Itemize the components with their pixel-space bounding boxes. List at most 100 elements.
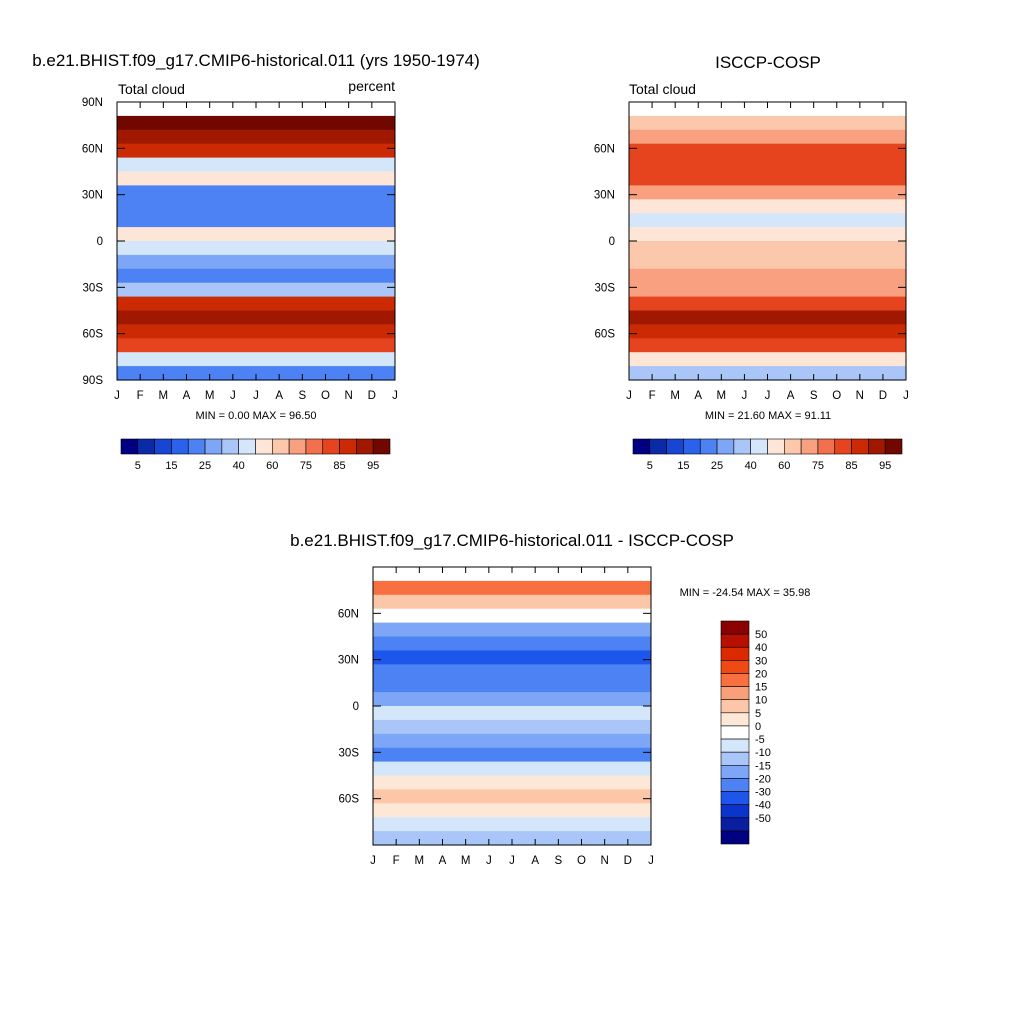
x-tick-label: J	[626, 390, 632, 402]
panel2-field	[629, 115, 906, 381]
field-band	[373, 664, 651, 679]
colorbar-box	[884, 438, 903, 455]
colorbar-box	[733, 438, 751, 455]
panel1-field	[117, 115, 395, 381]
x-tick-label: F	[649, 390, 656, 402]
colorbar-box	[720, 791, 750, 805]
colorbar-label: 5	[135, 460, 141, 472]
field-band	[117, 352, 395, 367]
field-band	[629, 296, 906, 312]
panel1-right-label: percent	[348, 78, 395, 94]
field-band	[117, 338, 395, 353]
field-band	[629, 129, 906, 145]
colorbar-label: 40	[745, 460, 757, 472]
panel3-field	[373, 580, 651, 846]
x-tick-label: J	[486, 855, 492, 867]
panel2-ticks: J F M A M J J A S O N D J 60N 30N 0 30S 60S	[594, 102, 909, 402]
colorbar-box	[221, 438, 239, 455]
colorbar-label: 15	[165, 460, 177, 472]
colorbar-label: 15	[677, 460, 689, 472]
panel2-colorbar: 5 15 25 40 60 75 85 95	[632, 438, 903, 472]
field-band	[629, 115, 906, 131]
colorbar-box	[137, 438, 155, 455]
field-band	[117, 199, 395, 214]
x-tick-label: J	[765, 390, 771, 402]
panel1-stats: MIN = 0.00 MAX = 96.50	[195, 410, 316, 422]
x-tick-label: M	[415, 855, 425, 867]
panel2-left-label: Total cloud	[629, 81, 696, 97]
colorbar-box	[720, 712, 750, 727]
colorbar-label: 5	[755, 708, 761, 720]
colorbar-box	[720, 633, 750, 648]
field-band	[629, 254, 906, 270]
panel2-title: ISCCP-COSP	[715, 53, 821, 72]
x-tick-label: O	[321, 390, 330, 402]
x-tick-label: F	[137, 390, 144, 402]
field-band	[629, 241, 906, 256]
colorbar-label: -20	[755, 773, 771, 785]
field-band	[117, 268, 395, 284]
y-tick-label: 30S	[83, 282, 104, 294]
x-tick-label: S	[554, 855, 562, 867]
y-tick-label: 90N	[82, 97, 103, 109]
x-tick-label: M	[461, 855, 471, 867]
y-tick-label: 0	[609, 236, 615, 248]
x-tick-label: A	[531, 855, 539, 867]
colorbar-box	[851, 438, 869, 455]
field-band	[629, 352, 906, 367]
colorbar-box	[204, 438, 223, 455]
x-tick-label: A	[183, 390, 191, 402]
colorbar-box	[255, 438, 273, 455]
colorbar-box	[720, 725, 750, 740]
x-tick-label: J	[253, 390, 259, 402]
field-band	[117, 227, 395, 242]
field-band	[373, 580, 651, 596]
field-band	[373, 608, 651, 624]
field-band	[117, 171, 395, 186]
field-band	[373, 594, 651, 610]
x-tick-label: N	[856, 390, 864, 402]
colorbar-box	[784, 438, 802, 455]
colorbar-box	[288, 438, 307, 455]
x-tick-label: M	[717, 390, 727, 402]
colorbar-box	[272, 438, 290, 455]
x-tick-label: F	[393, 855, 400, 867]
field-band	[629, 268, 906, 284]
field-band	[117, 324, 395, 339]
panel2-stats: MIN = 21.60 MAX = 91.11	[705, 410, 831, 422]
colorbar-box	[720, 778, 750, 792]
colorbar-label: 25	[711, 460, 723, 472]
field-band	[117, 157, 395, 173]
y-tick-label: 60S	[83, 329, 104, 341]
y-tick-label: 0	[353, 701, 359, 713]
field-band	[629, 338, 906, 353]
x-tick-label: J	[230, 390, 236, 402]
y-tick-label: 60N	[338, 608, 359, 620]
x-tick-label: J	[370, 855, 376, 867]
y-tick-label: 60N	[594, 143, 615, 155]
colorbar-label: 75	[812, 460, 824, 472]
y-tick-label: 90S	[83, 375, 104, 387]
panel1-ticks: J F M A M J J A S O N D J 90N 60N 30N 0 30S 60S 90S	[82, 97, 398, 402]
y-tick-label: 60S	[339, 794, 360, 806]
colorbar-label: 85	[333, 460, 345, 472]
colorbar-box	[720, 699, 750, 714]
x-tick-label: J	[648, 855, 654, 867]
colorbar-label: 5	[647, 460, 653, 472]
panel3-ticks: J F M A M J J A S O N D J 60N 30N 0 30S 60S	[338, 567, 654, 867]
colorbar-label: 40	[755, 642, 767, 654]
y-tick-label: 60S	[595, 329, 616, 341]
colorbar-box	[339, 438, 357, 455]
field-band	[117, 115, 395, 131]
colorbar-label: 10	[755, 695, 767, 707]
colorbar-box	[683, 438, 701, 455]
x-tick-label: J	[742, 390, 748, 402]
x-tick-label: J	[509, 855, 515, 867]
field-band	[117, 296, 395, 312]
colorbar-box	[716, 438, 735, 455]
colorbar-box	[305, 438, 324, 455]
field-band	[629, 213, 906, 228]
panel1-left-label: Total cloud	[118, 81, 185, 97]
